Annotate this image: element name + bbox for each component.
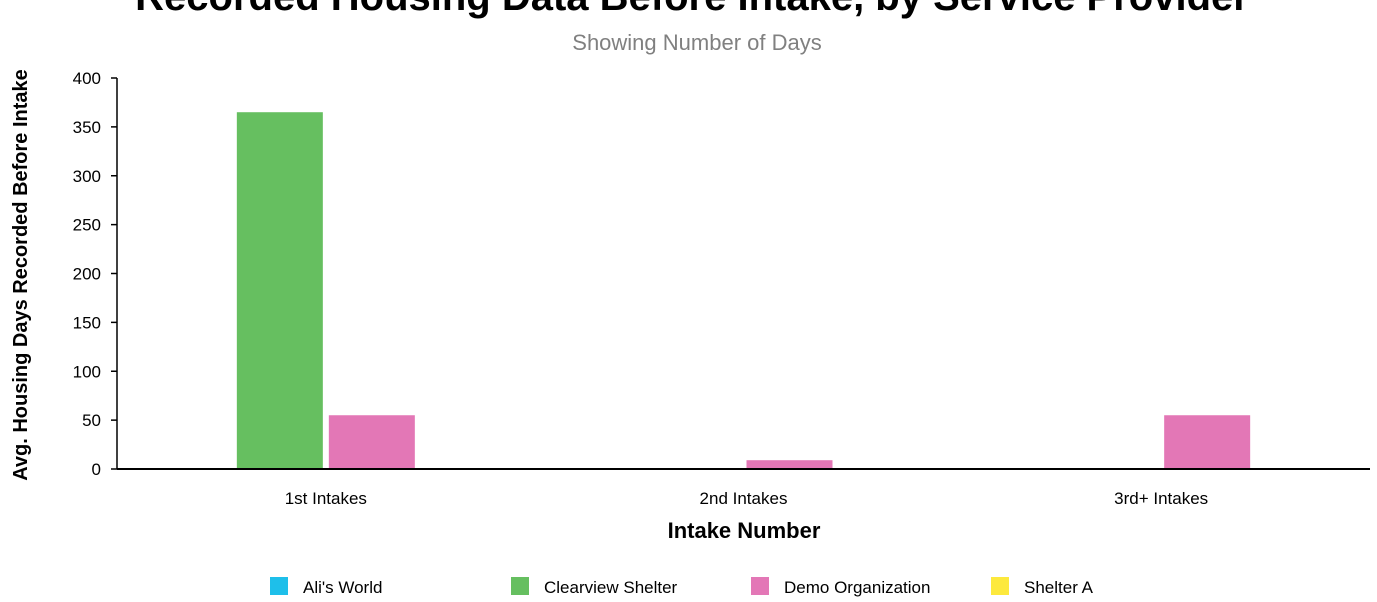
y-tick-label: 250	[73, 216, 101, 235]
legend: Ali's World Clearview Shelter Demo Organiz…	[270, 577, 1094, 597]
x-axis-title: Intake Number	[668, 518, 821, 543]
x-tick-label: 1st Intakes	[285, 489, 367, 508]
bar	[1164, 415, 1251, 469]
legend-label: Demo Organization	[784, 578, 930, 597]
bar	[328, 415, 415, 469]
y-tick-label: 300	[73, 167, 101, 186]
legend-label: Shelter A	[1024, 578, 1094, 597]
y-tick-label: 150	[73, 313, 101, 332]
legend-item: Ali's World	[270, 577, 382, 597]
y-axis-title: Avg. Housing Days Recorded Before Intake	[10, 69, 32, 481]
y-tick-label: 0	[92, 460, 101, 479]
legend-item: Demo Organization	[751, 577, 930, 597]
bar	[236, 112, 323, 470]
legend-swatch	[511, 577, 529, 595]
chart-title: Recorded Housing Data Before Intake, by …	[135, 0, 1249, 19]
y-tick-label: 200	[73, 265, 101, 284]
x-tick-label: 3rd+ Intakes	[1114, 489, 1208, 508]
y-tick-label: 350	[73, 118, 101, 137]
legend-item: Clearview Shelter	[511, 577, 678, 597]
y-tick-label: 50	[82, 411, 101, 430]
bar-group	[236, 112, 1251, 470]
chart-subtitle: Showing Number of Days	[572, 30, 821, 55]
legend-label: Clearview Shelter	[544, 578, 678, 597]
y-tick-label: 400	[73, 69, 101, 88]
legend-label: Ali's World	[303, 578, 382, 597]
legend-swatch	[751, 577, 769, 595]
legend-swatch	[991, 577, 1009, 595]
x-tick-label: 2nd Intakes	[700, 489, 788, 508]
y-tick-label: 100	[73, 362, 101, 381]
legend-item: Shelter A	[991, 577, 1094, 597]
bar	[746, 460, 833, 469]
legend-swatch	[270, 577, 288, 595]
x-axis-ticks: 1st Intakes 2nd Intakes 3rd+ Intakes	[285, 489, 1208, 508]
y-axis-ticks: 0 50 100 150 200 250 300 350 400	[73, 69, 117, 479]
